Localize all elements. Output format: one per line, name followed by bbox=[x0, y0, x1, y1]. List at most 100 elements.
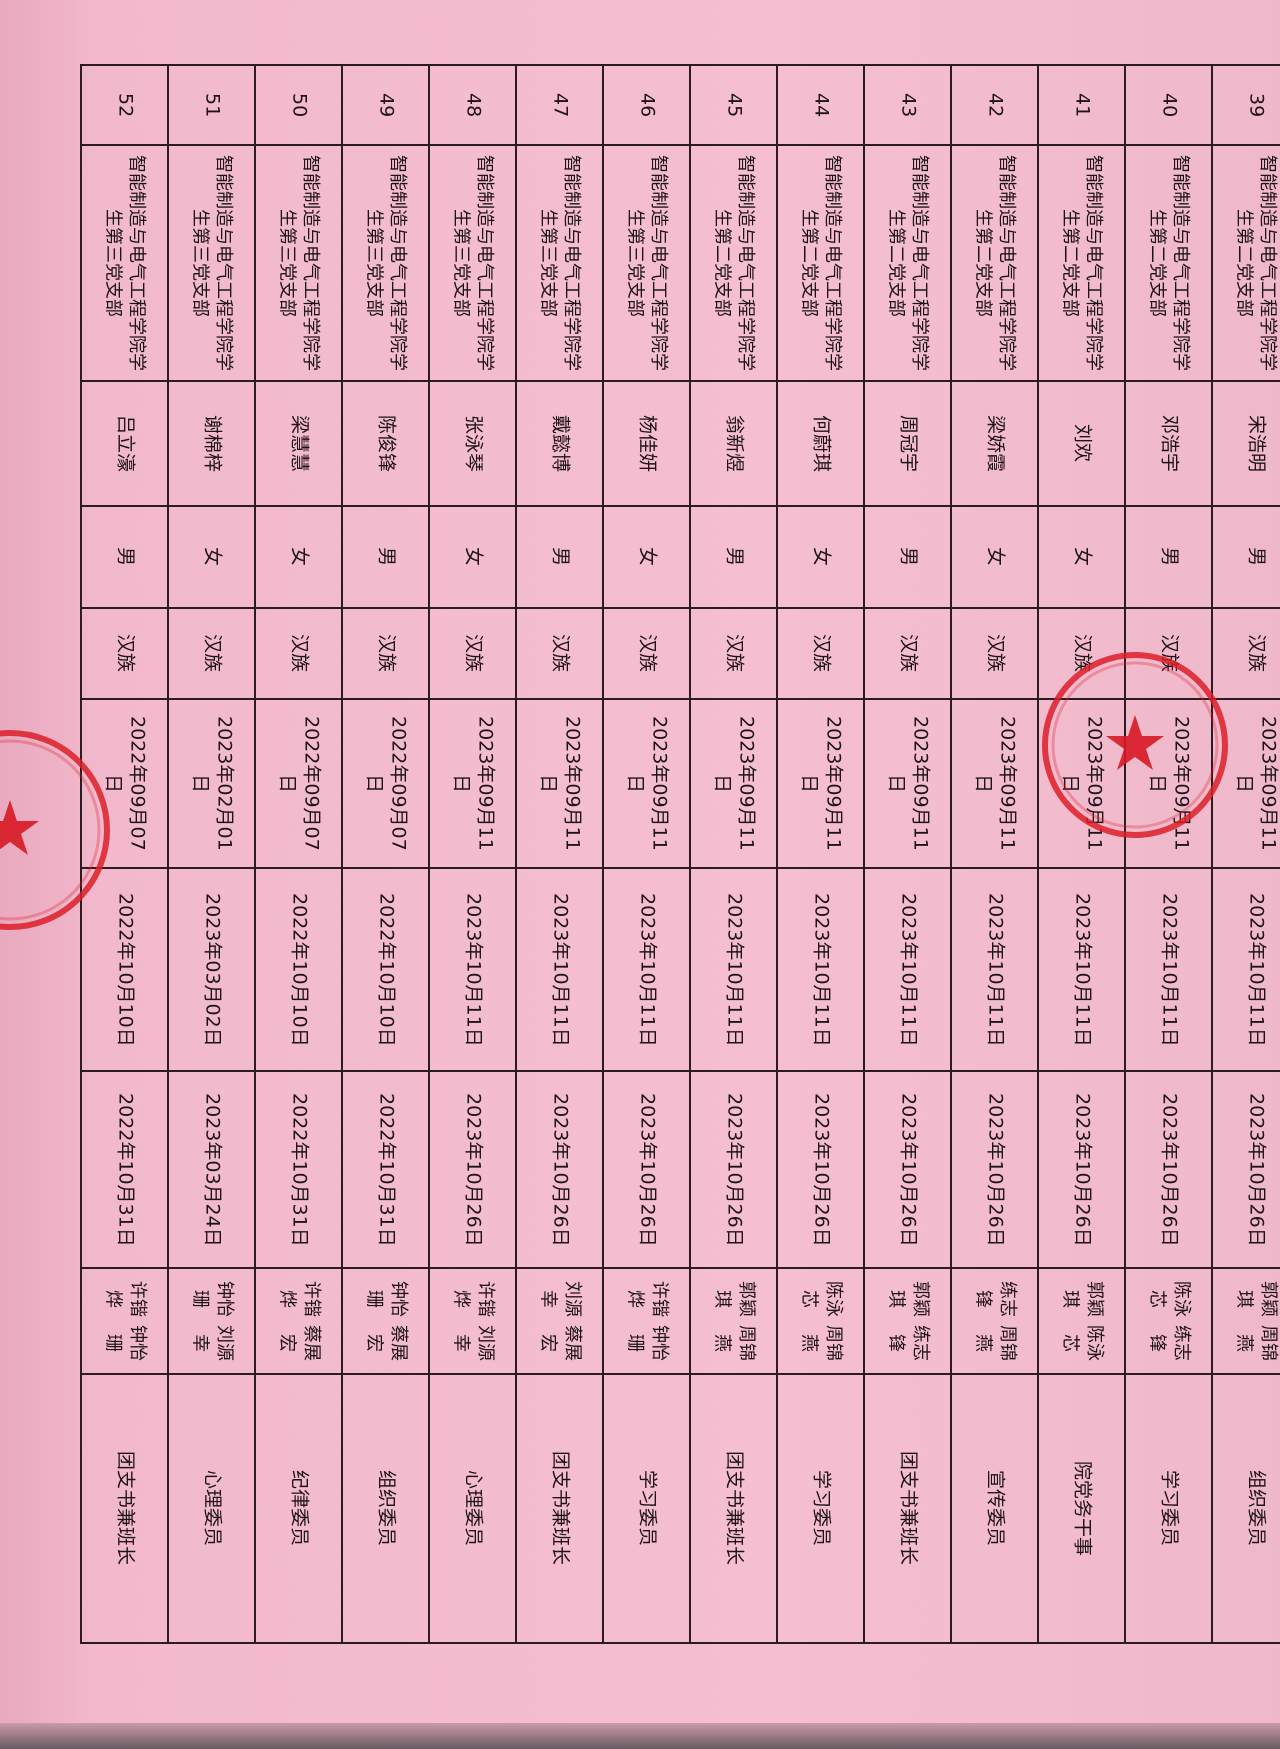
row-number-cell: 45 bbox=[689, 64, 778, 146]
application-date-text: 2023年09月11日 bbox=[972, 716, 1019, 851]
position-text: 学习委员 bbox=[1158, 1470, 1181, 1547]
row-number-cell: 42 bbox=[950, 64, 1039, 146]
ethnicity-text: 汉族 bbox=[897, 634, 920, 673]
party-branch-text: 智能制造与电气工程学院学生第三党支部 bbox=[537, 155, 582, 371]
introducer-name: 刘源幸 bbox=[450, 1325, 496, 1361]
gender-text: 男 bbox=[897, 547, 920, 567]
introducer-name: 许锴烨 bbox=[276, 1281, 322, 1317]
introducers-text: 许锴烨 蔡展宏 bbox=[274, 1277, 323, 1365]
gender-text: 男 bbox=[375, 547, 398, 567]
member-name-text: 梁娇霞 bbox=[984, 414, 1007, 472]
position-cell: 心理委员 bbox=[167, 1373, 256, 1644]
position-row: 团支书兼班长 心理委员 纪律委员 组织委员 心理委员 团支书兼班长 学习委员 团支书兼班长 学习… bbox=[80, 1373, 1280, 1644]
introducers-text: 郭颖琪 周锦燕 bbox=[1231, 1277, 1280, 1365]
development-target-date-text: 2023年10月26日 bbox=[1245, 1092, 1268, 1247]
development-target-date-text: 2023年10月26日 bbox=[1071, 1092, 1094, 1247]
activist-date-cell: 2023年10月11日 bbox=[1037, 867, 1126, 1072]
party-branch-text: 智能制造与电气工程学院学生第三党支部 bbox=[450, 155, 495, 371]
activist-date-cell: 2023年03月02日 bbox=[167, 867, 256, 1072]
row-number-cell: 49 bbox=[341, 64, 430, 146]
development-target-date-text: 2023年10月26日 bbox=[636, 1092, 659, 1247]
ethnicity-text: 汉族 bbox=[462, 634, 485, 673]
gender-text: 女 bbox=[288, 547, 311, 567]
introducers-cell: 郭颖琪 陈泳芯 bbox=[1037, 1267, 1126, 1375]
gender-cell: 男 bbox=[80, 505, 169, 609]
introducer-name: 蔡展宏 bbox=[537, 1325, 583, 1361]
row-number-cell: 52 bbox=[80, 64, 169, 146]
gender-cell: 男 bbox=[689, 505, 778, 609]
introducers-cell: 陈泳芯 练志锋 bbox=[1124, 1267, 1213, 1375]
gender-cell: 女 bbox=[1037, 505, 1126, 609]
gender-cell: 女 bbox=[167, 505, 256, 609]
party-branch-text: 智能制造与电气工程学院学生第三党支部 bbox=[189, 155, 234, 371]
application-date-text: 2023年09月11日 bbox=[450, 716, 497, 851]
application-date-cell: 2022年09月07日 bbox=[254, 698, 343, 869]
introducers-cell: 郭颖琪 周锦燕 bbox=[689, 1267, 778, 1375]
introducer-name: 许锴烨 bbox=[624, 1281, 670, 1317]
development-target-date-cell: 2023年10月26日 bbox=[1211, 1070, 1280, 1269]
member-name-text: 谢棉梓 bbox=[201, 414, 224, 472]
party-branch-cell: 智能制造与电气工程学院学生第二党支部 bbox=[950, 144, 1039, 382]
activist-date-cell: 2022年10月10日 bbox=[341, 867, 430, 1072]
activist-date-text: 2023年10月11日 bbox=[897, 892, 920, 1047]
ethnicity-text: 汉族 bbox=[288, 634, 311, 673]
ethnicity-cell: 汉族 bbox=[689, 607, 778, 700]
introducers-text: 许锴烨 钟怡珊 bbox=[100, 1277, 149, 1365]
row-number-text: 47 bbox=[549, 92, 572, 118]
development-target-date-text: 2023年03月24日 bbox=[201, 1092, 224, 1247]
development-target-date-text: 2023年10月26日 bbox=[462, 1092, 485, 1247]
gender-text: 女 bbox=[201, 547, 224, 567]
activist-date-text: 2023年10月11日 bbox=[810, 892, 833, 1047]
introducers-text: 钟怡珊 蔡展宏 bbox=[361, 1277, 410, 1365]
introducer-name: 钟怡珊 bbox=[624, 1325, 670, 1361]
gender-text: 女 bbox=[636, 547, 659, 567]
introducers-cell: 许锴烨 刘源幸 bbox=[428, 1267, 517, 1375]
activist-date-text: 2023年10月11日 bbox=[1245, 892, 1268, 1047]
development-target-date-text: 2023年10月26日 bbox=[723, 1092, 746, 1247]
activist-date-cell: 2022年10月10日 bbox=[80, 867, 169, 1072]
ethnicity-text: 汉族 bbox=[201, 634, 224, 673]
introducers-cell: 郭颖琪 练志锋 bbox=[863, 1267, 952, 1375]
introducer-name: 周锦燕 bbox=[798, 1325, 844, 1361]
introducer-name: 蔡展宏 bbox=[276, 1325, 322, 1361]
ethnicity-cell: 汉族 bbox=[1211, 607, 1280, 700]
position-text: 团支书兼班长 bbox=[549, 1451, 572, 1566]
member-name-text: 宋浩明 bbox=[1245, 414, 1268, 472]
application-date-cell: 2022年09月07日 bbox=[80, 698, 169, 869]
development-target-date-cell: 2023年10月26日 bbox=[950, 1070, 1039, 1269]
party-branch-cell: 智能制造与电气工程学院学生第二党支部 bbox=[689, 144, 778, 382]
gender-cell: 男 bbox=[515, 505, 604, 609]
ethnicity-text: 汉族 bbox=[549, 634, 572, 673]
application-date-text: 2023年09月11日 bbox=[624, 716, 671, 851]
member-table: 52 51 50 49 48 47 46 45 44 43 42 41 40 39 智能制造与电气工程学院学… bbox=[80, 64, 1280, 1644]
position-text: 团支书兼班长 bbox=[723, 1451, 746, 1566]
party-branch-text: 智能制造与电气工程学院学生第二党支部 bbox=[885, 155, 930, 371]
activist-date-text: 2023年10月11日 bbox=[984, 892, 1007, 1047]
gender-cell: 男 bbox=[1211, 505, 1280, 609]
position-cell: 学习委员 bbox=[776, 1373, 865, 1644]
member-name-text: 邓浩宇 bbox=[1158, 414, 1181, 472]
gender-cell: 男 bbox=[863, 505, 952, 609]
member-name-text: 陈俊锋 bbox=[375, 414, 398, 472]
introducer-name: 蔡展宏 bbox=[363, 1325, 409, 1361]
party-branch-cell: 智能制造与电气工程学院学生第三党支部 bbox=[602, 144, 691, 382]
document-table-sheet: 52 51 50 49 48 47 46 45 44 43 42 41 40 39 智能制造与电气工程学院学… bbox=[80, 64, 1280, 1644]
gender-cell: 女 bbox=[428, 505, 517, 609]
row-number-text: 51 bbox=[201, 92, 224, 118]
application-date-cell: 2023年09月11日 bbox=[863, 698, 952, 869]
activist-date-text: 2023年10月11日 bbox=[1158, 892, 1181, 1047]
ethnicity-text: 汉族 bbox=[723, 634, 746, 673]
activist-date-text: 2023年03月02日 bbox=[201, 892, 224, 1047]
introducer-name: 许锴烨 bbox=[102, 1281, 148, 1317]
activist-date-text: 2022年10月10日 bbox=[288, 892, 311, 1047]
development-target-date-cell: 2023年10月26日 bbox=[515, 1070, 604, 1269]
party-branch-cell: 智能制造与电气工程学院学生第二党支部 bbox=[1124, 144, 1213, 382]
ethnicity-cell: 汉族 bbox=[1037, 607, 1126, 700]
position-text: 院党务干事 bbox=[1071, 1460, 1094, 1556]
development-target-date-cell: 2023年10月26日 bbox=[1037, 1070, 1126, 1269]
ethnicity-text: 汉族 bbox=[636, 634, 659, 673]
application-date-cell: 2023年09月11日 bbox=[515, 698, 604, 869]
position-cell: 团支书兼班长 bbox=[515, 1373, 604, 1644]
row-number-text: 52 bbox=[114, 92, 137, 118]
development-target-date-cell: 2022年10月31日 bbox=[80, 1070, 169, 1269]
